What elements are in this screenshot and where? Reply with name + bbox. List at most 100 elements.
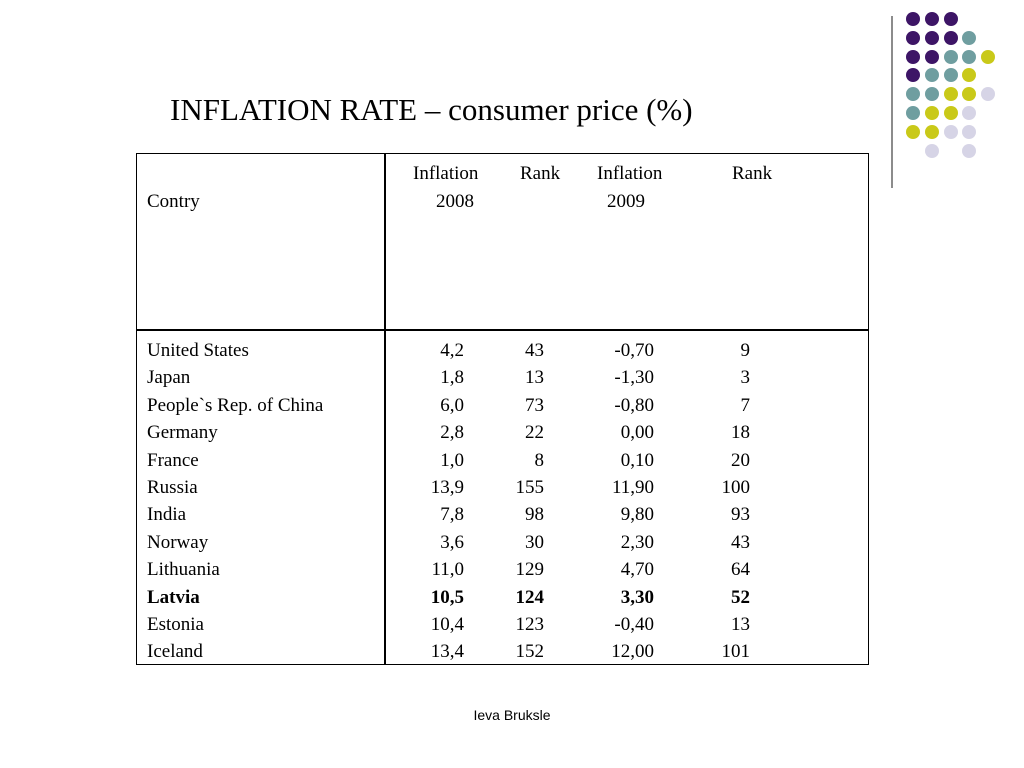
cell-rank-2009: 43: [731, 531, 750, 553]
cell-inflation-2008: 4,2: [440, 340, 464, 361]
cell-rank-2009: 100: [721, 477, 751, 498]
decorative-dot: [943, 68, 958, 83]
header-rank-2009: Rank: [732, 163, 773, 184]
cell-rank-2008: 8: [534, 449, 545, 471]
cell-rank-2008: 43: [525, 340, 544, 361]
cell-inflation-2009: 4,70: [620, 559, 654, 581]
table-column-divider: [384, 153, 386, 665]
cell-rank-2008: 30: [525, 531, 544, 553]
header-inflation-2008: Inflation: [413, 163, 479, 184]
footer-author: Ieva Bruksle: [473, 707, 551, 723]
cell-country: People`s Rep. of China: [147, 394, 324, 416]
cell-country: Estonia: [147, 614, 204, 635]
cell-inflation-2009: -0,40: [614, 614, 654, 635]
cell-inflation-2008: 13,9: [430, 477, 464, 498]
header-rank-2008: Rank: [520, 163, 561, 184]
decorative-dot: [943, 124, 958, 139]
decorative-dot: [943, 106, 958, 120]
cell-rank-2009: 3: [740, 367, 751, 389]
decorative-dot: [943, 30, 958, 45]
cell-rank-2008: 22: [525, 422, 544, 444]
decorative-dot: [962, 143, 977, 158]
cell-inflation-2008: 7,8: [440, 504, 464, 526]
cell-inflation-2009: 12,00: [611, 641, 654, 663]
table-header-divider: [136, 329, 869, 331]
cell-inflation-2009: 2,30: [620, 531, 654, 553]
cell-rank-2008: 155: [515, 477, 545, 498]
decorative-dot: [924, 49, 939, 64]
decorative-dot: [962, 30, 977, 45]
cell-rank-2009: 9: [740, 340, 751, 361]
decorative-dot: [943, 87, 958, 102]
cell-inflation-2009: 3,30: [620, 586, 654, 608]
cell-inflation-2009: 9,80: [620, 504, 654, 526]
cell-rank-2009: 7: [740, 394, 751, 416]
decorative-dot: [924, 30, 939, 45]
cell-inflation-2009: -0,70: [614, 340, 654, 361]
vertical-divider-line: [891, 16, 893, 188]
decorative-dot: [924, 124, 939, 139]
decorative-dot: [906, 124, 920, 139]
decorative-dot: [924, 68, 939, 83]
cell-rank-2008: 73: [525, 394, 544, 416]
decorative-dot: [906, 87, 920, 102]
decorative-dot: [924, 106, 939, 120]
cell-inflation-2008: 13,4: [430, 641, 464, 663]
decorative-dot: [981, 49, 996, 64]
dot-grid-icon: [906, 12, 1006, 162]
cell-inflation-2008: 1,0: [440, 449, 464, 471]
cell-rank-2008: 123: [515, 614, 545, 635]
cell-inflation-2009: 0,10: [620, 449, 654, 471]
cell-country: United States: [147, 340, 249, 361]
header-year-2009: 2009: [607, 191, 645, 212]
header-year-2008: 2008: [436, 191, 474, 212]
slide-title: INFLATION RATE – consumer price (%): [170, 92, 693, 127]
decorative-dot: [906, 68, 920, 83]
cell-country: Russia: [147, 477, 198, 498]
decorative-dot: [962, 106, 977, 120]
cell-inflation-2008: 10,4: [430, 614, 464, 635]
cell-inflation-2009: 11,90: [611, 477, 654, 498]
cell-inflation-2008: 10,5: [430, 586, 464, 608]
cell-inflation-2009: -0,80: [614, 394, 654, 416]
cell-country: Latvia: [147, 586, 200, 608]
cell-country: Germany: [147, 422, 218, 444]
cell-rank-2008: 152: [515, 641, 545, 663]
cell-rank-2009: 101: [721, 641, 751, 663]
cell-rank-2008: 98: [525, 504, 544, 526]
cell-rank-2008: 13: [525, 367, 544, 389]
cell-rank-2009: 64: [731, 559, 750, 581]
cell-country: Lithuania: [147, 559, 220, 581]
cell-country: Japan: [147, 367, 191, 389]
decorative-dot: [962, 68, 977, 83]
decorative-dot: [943, 12, 958, 26]
decorative-dot: [924, 12, 939, 26]
cell-country: Norway: [147, 531, 209, 553]
decorative-dot: [962, 49, 977, 64]
cell-rank-2008: 129: [515, 559, 545, 581]
cell-country: India: [147, 504, 187, 526]
cell-inflation-2008: 3,6: [440, 531, 464, 553]
decorative-dot: [924, 143, 939, 158]
cell-inflation-2008: 2,8: [440, 422, 464, 444]
cell-rank-2009: 93: [731, 504, 750, 526]
decorative-dot: [906, 106, 920, 120]
cell-inflation-2009: 0,00: [620, 422, 654, 444]
decorative-dot: [962, 124, 977, 139]
decorative-dot: [906, 30, 920, 45]
decorative-dot: [943, 49, 958, 64]
decorative-dot: [906, 12, 920, 26]
decorative-dot: [981, 87, 996, 102]
cell-country: Iceland: [147, 641, 203, 663]
cell-inflation-2008: 6,0: [440, 394, 464, 416]
decorative-dot: [962, 87, 977, 102]
cell-country: France: [147, 449, 199, 471]
cell-inflation-2009: -1,30: [614, 367, 654, 389]
cell-inflation-2008: 11,0: [431, 559, 464, 581]
cell-inflation-2008: 1,8: [440, 367, 464, 389]
decorative-dot: [924, 87, 939, 102]
cell-rank-2009: 52: [731, 586, 750, 608]
header-inflation-2009: Inflation: [597, 163, 663, 184]
header-country: Contry: [147, 191, 200, 212]
cell-rank-2009: 13: [731, 614, 750, 635]
